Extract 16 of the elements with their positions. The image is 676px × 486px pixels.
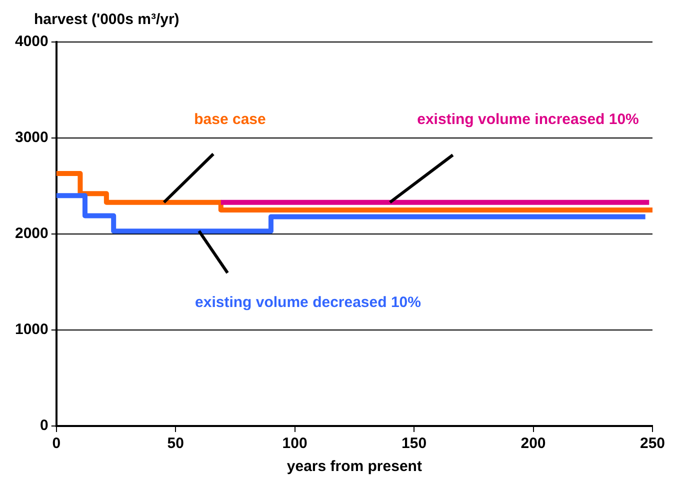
x-tick-label: 150: [402, 435, 427, 452]
y-tick-label: 3000: [14, 129, 48, 146]
x-tick-label: 0: [52, 435, 61, 452]
x-tick-label: 250: [640, 435, 665, 452]
y-tick-label: 1000: [14, 321, 48, 338]
x-axis-title: years from present: [286, 458, 422, 476]
text: existing volume decreased 10%: [195, 294, 421, 312]
x-tick-label: 50: [167, 435, 184, 452]
y-tick-label: 2000: [14, 225, 48, 242]
y-axis-title: harvest ('000s m³/yr): [34, 11, 180, 28]
y-tick-label: 4000: [14, 33, 48, 50]
x-tick-label: 200: [520, 435, 546, 452]
text: existing volume increased 10%: [417, 111, 639, 128]
y-tick-label: 0: [40, 417, 48, 434]
text: base case: [194, 111, 266, 128]
x-tick-label: 100: [282, 435, 308, 452]
